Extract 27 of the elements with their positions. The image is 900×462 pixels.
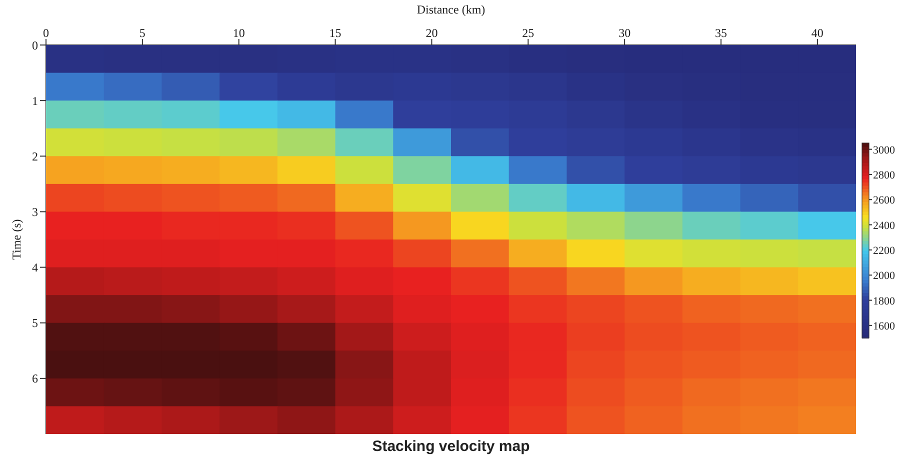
x-tick-label: 0 bbox=[43, 26, 49, 40]
color-bar-label: 2200 bbox=[873, 244, 896, 257]
color-bar-label: 2400 bbox=[873, 220, 896, 232]
y-tick-label: 0 bbox=[32, 38, 38, 52]
x-tick-label: 35 bbox=[715, 26, 727, 40]
y-tick-label: 5 bbox=[32, 316, 38, 330]
y-axis-title: Time (s) bbox=[9, 219, 24, 260]
x-tick-label: 40 bbox=[811, 26, 824, 40]
y-tick-label: 2 bbox=[32, 149, 38, 164]
text: Stacking velocity map bbox=[371, 438, 531, 455]
x-tick-label: 10 bbox=[232, 26, 245, 40]
x-tick-label: 30 bbox=[618, 26, 631, 40]
color-bar-label: 1800 bbox=[873, 295, 896, 308]
color-bar-label: 2600 bbox=[873, 194, 896, 207]
x-axis-title: Distance (km) bbox=[416, 2, 486, 17]
x-tick-label: 15 bbox=[329, 26, 342, 40]
y-tick-label: 1 bbox=[32, 94, 38, 108]
color-bar-label: 3000 bbox=[873, 144, 896, 156]
y-tick-label: 6 bbox=[32, 372, 38, 386]
color-bar-label: 2800 bbox=[873, 169, 896, 182]
y-tick-label: 4 bbox=[32, 260, 38, 275]
x-tick-label: 20 bbox=[426, 26, 438, 40]
y-tick-label: 3 bbox=[32, 204, 38, 219]
color-bar-label: 1600 bbox=[873, 320, 896, 332]
x-tick-label: 5 bbox=[139, 26, 146, 40]
color-bar-label: 2000 bbox=[873, 270, 896, 282]
x-tick-label: 25 bbox=[522, 26, 534, 40]
